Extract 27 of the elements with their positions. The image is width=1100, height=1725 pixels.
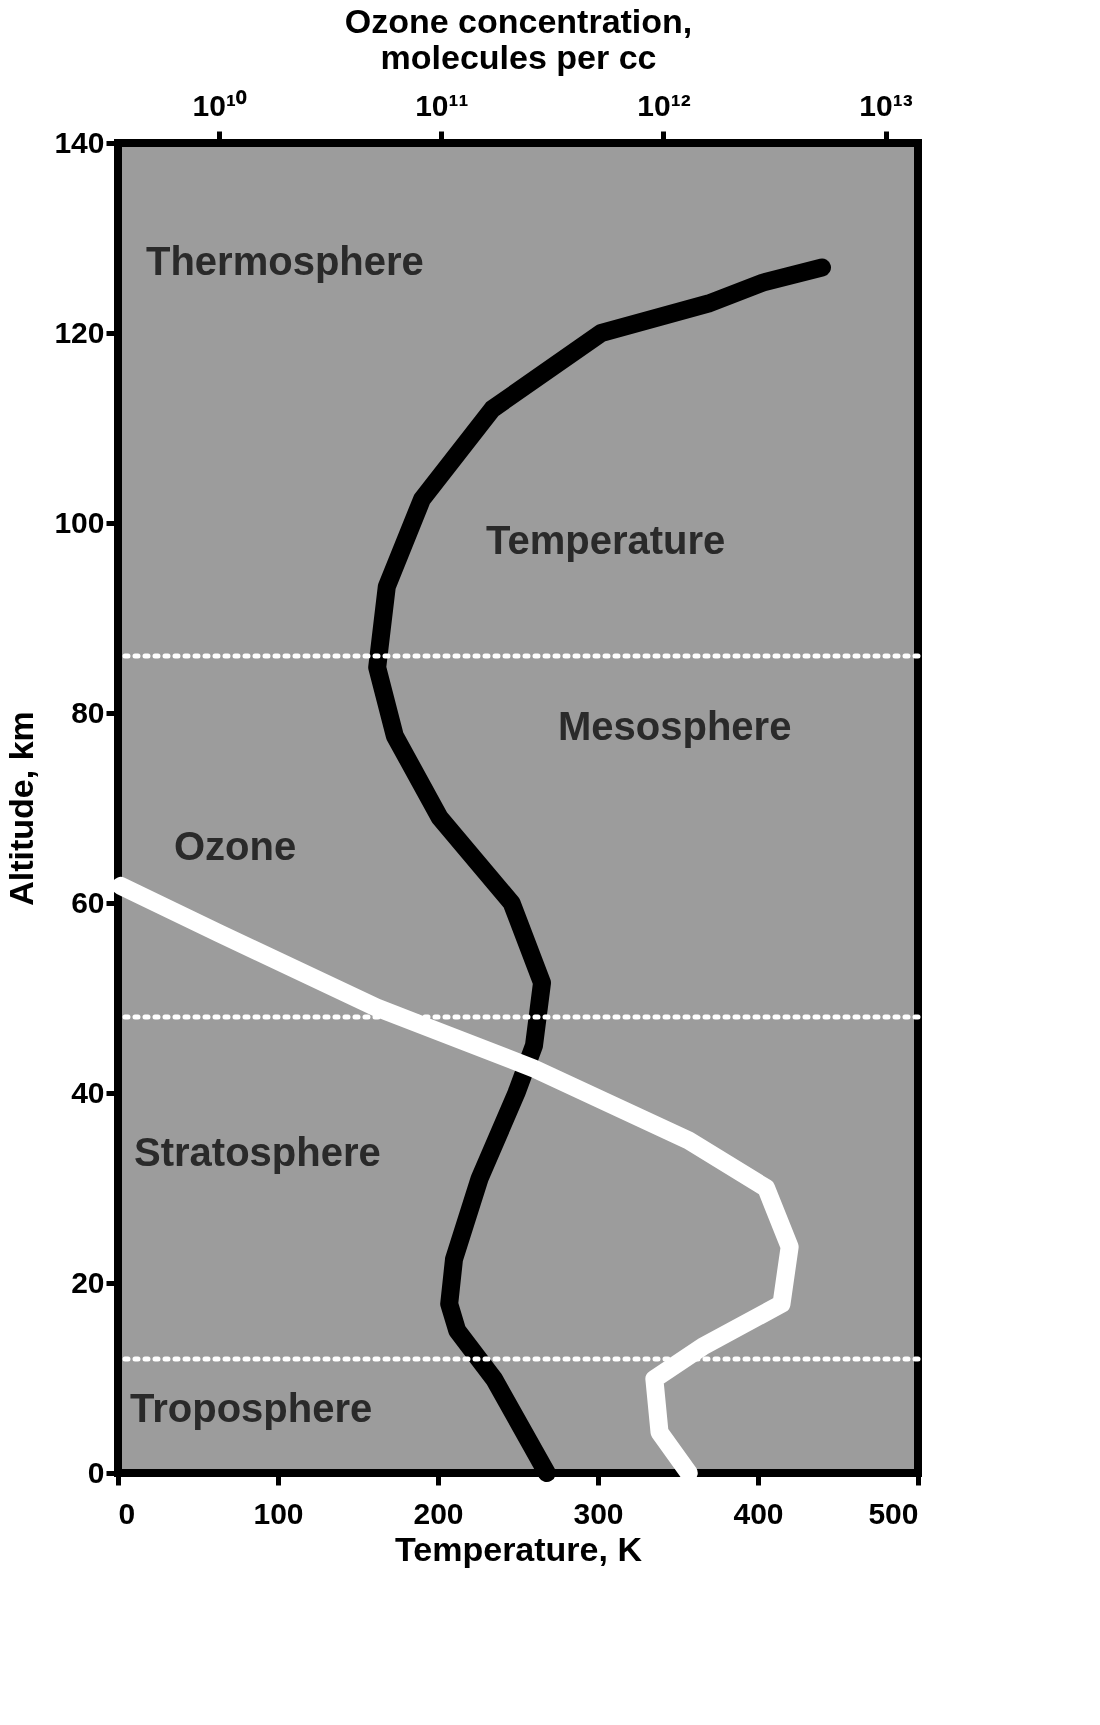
y-tick-label: 40 (71, 1075, 105, 1109)
annotation: Mesosphere (558, 704, 792, 749)
x2-tick-label: 10¹¹ (415, 88, 469, 122)
x-tick-label: 300 (573, 1496, 624, 1530)
y-tick-label: 60 (71, 885, 105, 919)
annotation: Ozone (174, 823, 297, 868)
x-tick-label: 100 (253, 1496, 304, 1530)
x-tick-label: 0 (118, 1496, 136, 1530)
y-tick-label: 100 (54, 505, 105, 539)
y-tick-label: 140 (54, 125, 105, 159)
x2-axis-title: Ozone concentration, molecules per cc (344, 1, 693, 76)
annotation: Thermosphere (146, 238, 424, 283)
annotation: Stratosphere (134, 1129, 381, 1174)
y-tick-label: 0 (87, 1455, 105, 1489)
annotation: Temperature (486, 518, 726, 562)
y-tick-label: 20 (71, 1265, 105, 1299)
x-tick-label: 400 (733, 1496, 784, 1530)
x2-tick-label: 10¹³ (859, 88, 913, 122)
y-tick-label: 80 (71, 695, 105, 729)
annotation: Troposphere (130, 1386, 373, 1431)
x-axis-title: Temperature, K (395, 1529, 643, 1568)
x-tick-label: 500 (868, 1496, 919, 1530)
x2-tick-label: 10¹⁰ (192, 88, 247, 122)
x-tick-label: 200 (413, 1496, 464, 1530)
y-tick-label: 120 (54, 315, 105, 349)
y-axis-title: Altitude, km (2, 711, 41, 906)
x2-tick-label: 10¹² (637, 88, 691, 122)
